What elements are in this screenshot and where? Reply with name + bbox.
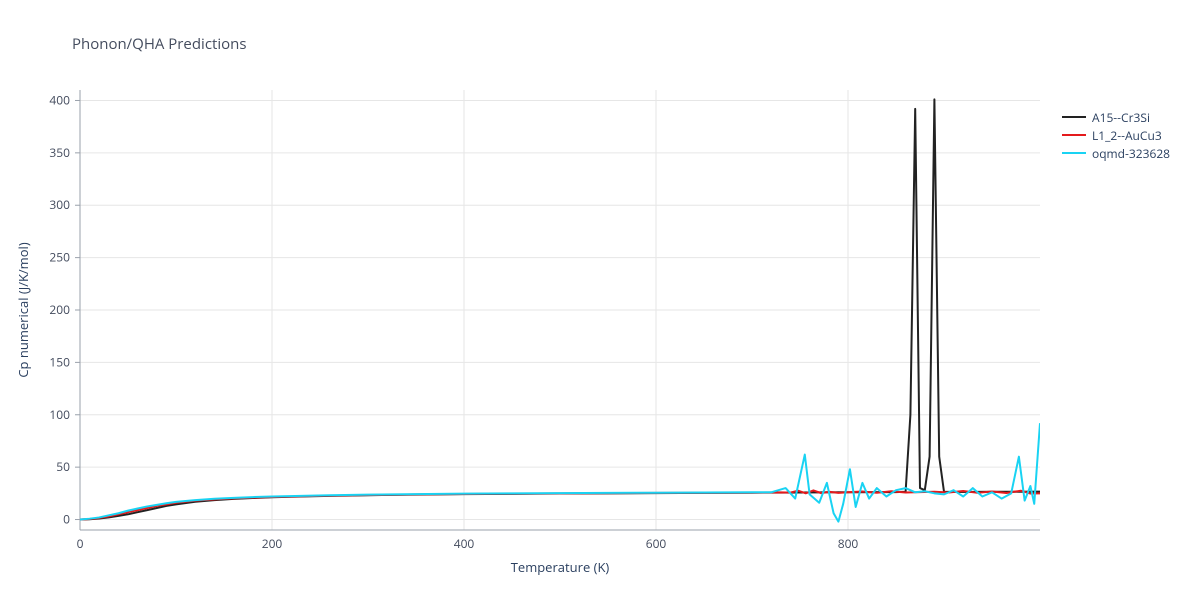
y-tick-label: 250: [49, 249, 70, 266]
legend-label: oqmd-323628: [1092, 145, 1170, 162]
legend-swatch: [1062, 134, 1086, 136]
legend-label: L1_2--AuCu3: [1092, 127, 1162, 144]
legend-swatch: [1062, 152, 1086, 154]
y-tick-label: 300: [49, 196, 70, 213]
y-tick-label: 50: [56, 458, 70, 475]
y-tick-label: 150: [49, 353, 70, 370]
x-axis-label: Temperature (K): [511, 558, 610, 576]
y-tick-label: 200: [49, 301, 70, 318]
x-tick-label: 400: [454, 535, 475, 552]
legend-item[interactable]: L1_2--AuCu3: [1062, 126, 1170, 144]
line-chart: 0 200 400 600 800 0 50 100 150 200 250 300 350 400 Tem…: [0, 0, 1200, 600]
legend-label: A15--Cr3Si: [1092, 109, 1150, 126]
y-tick-label: 0: [63, 511, 70, 528]
legend-swatch: [1062, 116, 1086, 118]
x-tick-label: 600: [646, 535, 667, 552]
y-tick-label: 350: [49, 144, 70, 161]
legend-item[interactable]: oqmd-323628: [1062, 144, 1170, 162]
legend-item[interactable]: A15--Cr3Si: [1062, 108, 1170, 126]
y-tick-label: 400: [49, 91, 70, 108]
y-tick-label: 100: [49, 406, 70, 423]
x-tick-label: 800: [838, 535, 859, 552]
legend[interactable]: A15--Cr3SiL1_2--AuCu3oqmd-323628: [1062, 108, 1170, 162]
x-tick-label: 200: [262, 535, 283, 552]
y-axis-label: Cp numerical (J/K/mol): [14, 242, 32, 377]
x-tick-label: 0: [77, 535, 84, 552]
